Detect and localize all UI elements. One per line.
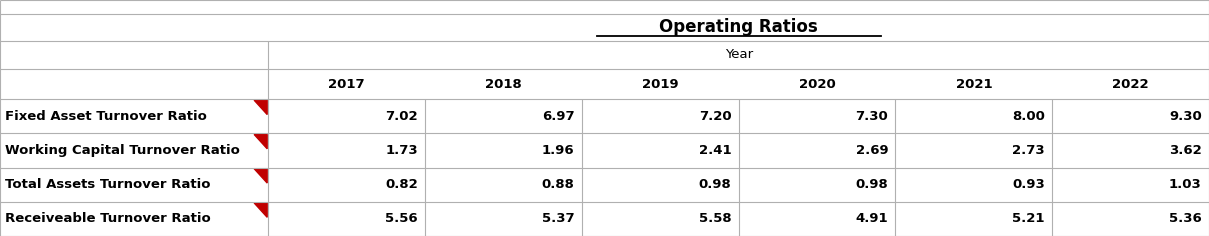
Text: 6.97: 6.97 xyxy=(542,110,574,123)
Text: 2017: 2017 xyxy=(329,77,365,90)
Text: 2.69: 2.69 xyxy=(856,144,889,157)
Text: 7.02: 7.02 xyxy=(386,110,418,123)
Text: 5.36: 5.36 xyxy=(1169,212,1202,225)
Text: 2018: 2018 xyxy=(485,77,522,90)
Text: Year: Year xyxy=(724,49,753,62)
Text: Receiveable Turnover Ratio: Receiveable Turnover Ratio xyxy=(5,212,210,225)
Text: 0.98: 0.98 xyxy=(699,178,731,191)
Text: 7.20: 7.20 xyxy=(699,110,731,123)
Text: 2022: 2022 xyxy=(1112,77,1149,90)
Text: 4.91: 4.91 xyxy=(856,212,889,225)
Text: 5.37: 5.37 xyxy=(542,212,574,225)
Text: 3.62: 3.62 xyxy=(1169,144,1202,157)
Text: 8.00: 8.00 xyxy=(1012,110,1045,123)
Text: 0.82: 0.82 xyxy=(386,178,418,191)
Polygon shape xyxy=(254,169,267,183)
Text: 0.93: 0.93 xyxy=(1012,178,1045,191)
Text: 1.73: 1.73 xyxy=(386,144,418,157)
Text: Operating Ratios: Operating Ratios xyxy=(659,18,818,37)
Text: 0.98: 0.98 xyxy=(856,178,889,191)
Polygon shape xyxy=(254,203,267,217)
Polygon shape xyxy=(254,135,267,149)
Text: 5.21: 5.21 xyxy=(1012,212,1045,225)
Text: 9.30: 9.30 xyxy=(1169,110,1202,123)
Text: 2019: 2019 xyxy=(642,77,678,90)
Text: 7.30: 7.30 xyxy=(856,110,889,123)
Text: 2.73: 2.73 xyxy=(1012,144,1045,157)
Text: 1.03: 1.03 xyxy=(1169,178,1202,191)
Text: 5.56: 5.56 xyxy=(386,212,418,225)
Text: Working Capital Turnover Ratio: Working Capital Turnover Ratio xyxy=(5,144,239,157)
Text: 5.58: 5.58 xyxy=(699,212,731,225)
Polygon shape xyxy=(254,100,267,114)
Text: 2020: 2020 xyxy=(799,77,835,90)
Text: 0.88: 0.88 xyxy=(542,178,574,191)
Text: 1.96: 1.96 xyxy=(542,144,574,157)
Text: Fixed Asset Turnover Ratio: Fixed Asset Turnover Ratio xyxy=(5,110,207,123)
Text: 2.41: 2.41 xyxy=(699,144,731,157)
Text: Total Assets Turnover Ratio: Total Assets Turnover Ratio xyxy=(5,178,210,191)
Text: 2021: 2021 xyxy=(955,77,993,90)
